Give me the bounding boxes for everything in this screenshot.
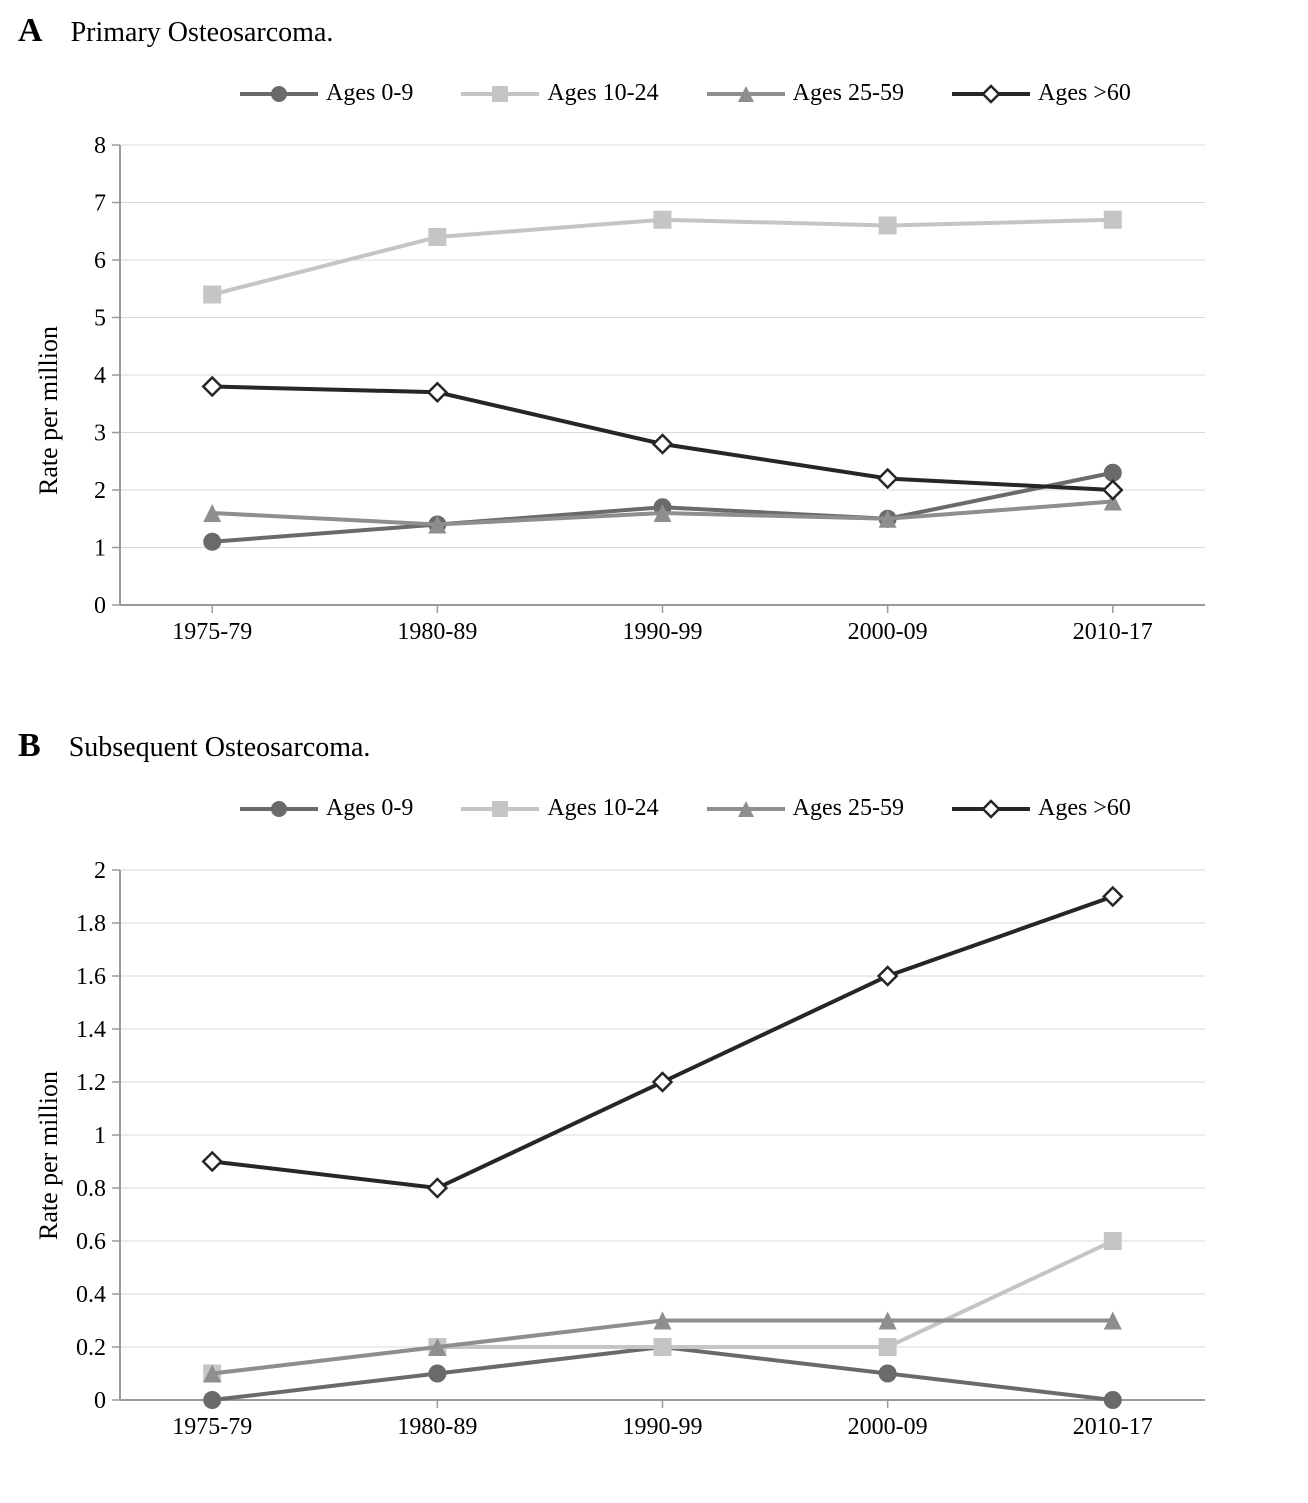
svg-text:1975-79: 1975-79 — [172, 619, 252, 645]
svg-text:1980-89: 1980-89 — [397, 619, 477, 645]
svg-text:1.8: 1.8 — [76, 911, 106, 937]
svg-text:2: 2 — [94, 478, 106, 504]
figure-root: A Primary Osteosarcoma. Ages 0-9 Ages 10… — [0, 0, 1308, 1503]
svg-text:0.2: 0.2 — [76, 1335, 106, 1361]
svg-text:1: 1 — [94, 1123, 106, 1149]
svg-text:2000-09: 2000-09 — [848, 1414, 928, 1440]
panel-a-chart: 0 1 2 3 4 5 6 7 8 1975-79 1980-89 1990-99 2000-09 201… — [0, 0, 1308, 665]
svg-text:1: 1 — [94, 536, 106, 562]
svg-text:1975-79: 1975-79 — [172, 1414, 252, 1440]
svg-text:0: 0 — [94, 1388, 106, 1414]
svg-text:0.6: 0.6 — [76, 1229, 106, 1255]
svg-text:0: 0 — [94, 593, 106, 619]
svg-text:7: 7 — [94, 191, 106, 217]
svg-text:6: 6 — [94, 248, 106, 274]
panel-b: B Subsequent Osteosarcoma. Ages 0-9 Ages… — [0, 715, 1308, 1475]
svg-text:1.6: 1.6 — [76, 964, 106, 990]
svg-text:1.4: 1.4 — [76, 1017, 106, 1043]
svg-text:8: 8 — [94, 133, 106, 159]
svg-text:2: 2 — [94, 858, 106, 884]
panel-b-chart: 0 0.2 0.4 0.6 0.8 1 1.2 1.4 1.6 1.8 2 1975-79 1980-8… — [0, 715, 1308, 1475]
svg-text:1.2: 1.2 — [76, 1070, 106, 1096]
svg-text:4: 4 — [94, 363, 106, 389]
svg-text:5: 5 — [94, 306, 106, 332]
svg-text:0.4: 0.4 — [76, 1282, 106, 1308]
svg-text:1980-89: 1980-89 — [397, 1414, 477, 1440]
svg-text:2000-09: 2000-09 — [848, 619, 928, 645]
svg-text:0.8: 0.8 — [76, 1176, 106, 1202]
panel-a: A Primary Osteosarcoma. Ages 0-9 Ages 10… — [0, 0, 1308, 665]
svg-text:2010-17: 2010-17 — [1073, 1414, 1153, 1440]
svg-text:3: 3 — [94, 421, 106, 447]
svg-text:2010-17: 2010-17 — [1073, 619, 1153, 645]
svg-text:1990-99: 1990-99 — [623, 619, 703, 645]
svg-text:1990-99: 1990-99 — [623, 1414, 703, 1440]
